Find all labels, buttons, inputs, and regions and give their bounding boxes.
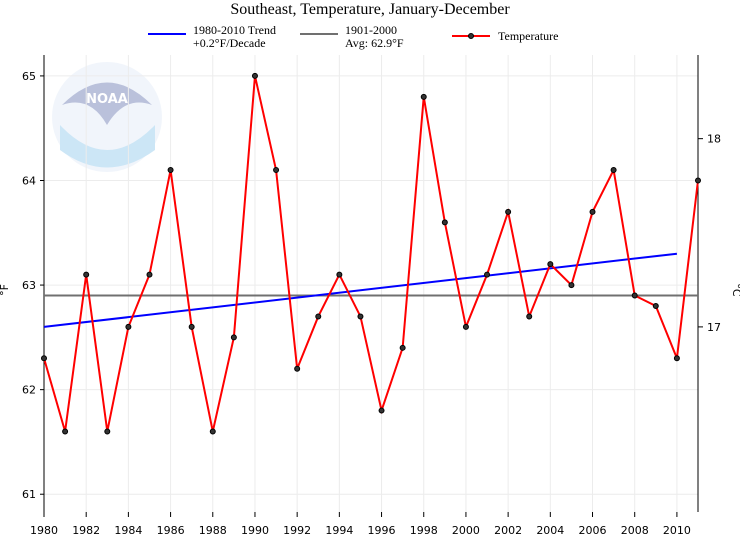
y-tick-label: 61	[22, 488, 36, 501]
x-tick-label: 2006	[579, 524, 607, 537]
legend: 1980-2010 Trend +0.2°F/Decade 1901-2000 …	[148, 23, 558, 50]
data-point	[484, 271, 491, 278]
y2-axis-label: °C	[730, 283, 740, 297]
y-tick-label: 63	[22, 279, 36, 292]
legend-temp-label: Temperature	[498, 29, 558, 43]
legend-avg-sub: Avg: 62.9°F	[345, 36, 404, 50]
series-line-temperature	[43, 75, 699, 432]
x-tick-label: 2004	[536, 524, 564, 537]
data-point	[610, 167, 617, 174]
noaa-logo: NOAA	[52, 62, 162, 172]
x-tick-label: 1996	[368, 524, 396, 537]
legend-trend-sub: +0.2°F/Decade	[193, 36, 266, 50]
data-point	[251, 72, 258, 79]
series-line-1980-2010-trend	[43, 252, 678, 328]
data-point	[441, 219, 448, 226]
y-axis-label: °F	[0, 284, 11, 296]
x-tick-label: 2002	[494, 524, 522, 537]
data-point	[125, 323, 132, 330]
data-point	[378, 407, 385, 414]
data-point	[673, 355, 680, 362]
x-tick-label: 2000	[452, 524, 480, 537]
data-point	[188, 323, 195, 330]
x-tick-label: 2010	[663, 524, 691, 537]
y2-tick-label: 18	[707, 133, 721, 146]
x-tick-label: 1992	[283, 524, 311, 537]
data-point	[62, 428, 69, 435]
legend-avg-label: 1901-2000	[345, 23, 397, 37]
data-point	[526, 313, 533, 320]
data-point	[652, 302, 659, 309]
data-point	[146, 271, 153, 278]
svg-text:NOAA: NOAA	[86, 92, 128, 107]
data-point	[41, 355, 47, 362]
data-point	[420, 93, 427, 100]
y2-tick-label: 17	[707, 321, 721, 334]
x-tick-label: 1982	[72, 524, 100, 537]
data-point	[631, 292, 638, 299]
x-tick-label: 1986	[157, 524, 185, 537]
series	[41, 72, 701, 435]
data-point	[357, 313, 364, 320]
data-point	[273, 167, 280, 174]
y-tick-label: 64	[22, 174, 36, 187]
x-tick-label: 2008	[621, 524, 649, 537]
data-point	[399, 344, 406, 351]
data-point	[589, 208, 596, 215]
legend-trend-label: 1980-2010 Trend	[193, 23, 276, 37]
data-point	[230, 334, 237, 341]
y-tick-label: 65	[22, 70, 36, 83]
y-tick-label: 62	[22, 384, 36, 397]
x-tick-label: 1990	[241, 524, 269, 537]
legend-temp-marker	[468, 33, 474, 39]
x-tick-label: 1998	[410, 524, 438, 537]
data-point	[336, 271, 343, 278]
data-point	[209, 428, 216, 435]
data-point	[104, 428, 111, 435]
data-point	[315, 313, 322, 320]
x-tick-label: 1994	[325, 524, 353, 537]
data-point	[167, 167, 174, 174]
data-point	[695, 177, 701, 184]
x-tick-label: 1980	[30, 524, 58, 537]
axes: 1980 1982 1984 1986 1988 1990 1992 1994 1996 1998…	[22, 55, 721, 537]
data-point	[547, 261, 554, 268]
data-point	[462, 323, 469, 330]
data-point	[505, 208, 512, 215]
x-tick-label: 1988	[199, 524, 227, 537]
data-point	[568, 282, 575, 289]
data-point	[294, 365, 301, 372]
chart-title: Southeast, Temperature, January-December	[230, 1, 510, 18]
data-point	[83, 271, 90, 278]
x-tick-label: 1984	[114, 524, 142, 537]
